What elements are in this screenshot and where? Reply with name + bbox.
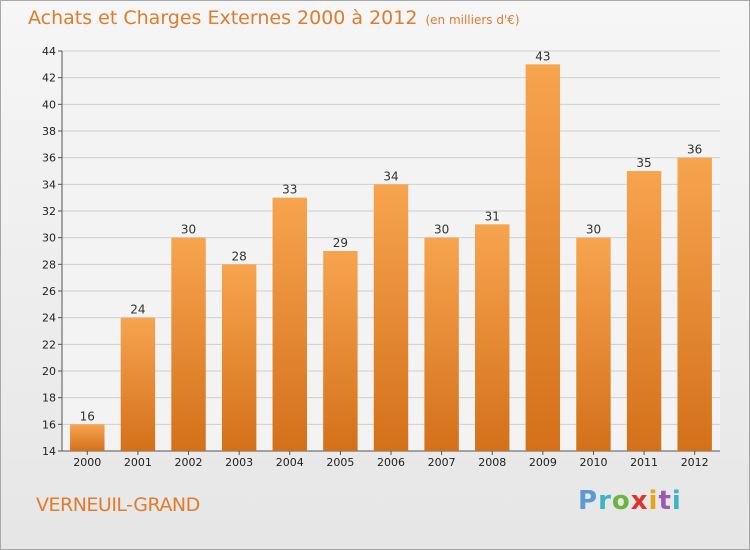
y-tick-label: 38 xyxy=(42,125,56,138)
logo-letter: r xyxy=(598,486,612,516)
y-tick-label: 24 xyxy=(42,312,56,325)
labels: 16 24 30 28 33 29 34 30 31 43 30 35 36 xyxy=(80,49,703,423)
chart-title-text: Achats et Charges Externes 2000 à 2012 xyxy=(28,7,418,29)
x-tick-label: 2008 xyxy=(478,456,506,469)
x-tick-label: 2003 xyxy=(225,456,253,469)
y-tick-label: 22 xyxy=(42,338,56,351)
y-tick-label: 36 xyxy=(42,152,56,165)
x-tick-label: 2005 xyxy=(326,456,354,469)
data-label: 31 xyxy=(485,209,500,223)
y-tick-label: 26 xyxy=(42,285,56,298)
y-tick-label: 18 xyxy=(42,392,56,405)
x-tick-label: 2000 xyxy=(73,456,101,469)
bar-2011 xyxy=(626,171,662,451)
logo-letter: t xyxy=(658,486,672,516)
data-label: 16 xyxy=(80,409,95,423)
y-tick-label: 30 xyxy=(42,232,56,245)
x-tick-label: 2010 xyxy=(579,456,607,469)
bar-2003 xyxy=(221,264,257,451)
x-tick-label: 2012 xyxy=(681,456,709,469)
bar-2007 xyxy=(424,237,459,451)
data-label: 43 xyxy=(535,49,550,63)
y-tick-label: 16 xyxy=(42,418,56,431)
data-label: 35 xyxy=(636,156,651,170)
bar-2008 xyxy=(475,224,510,451)
data-label: 30 xyxy=(181,223,196,237)
x-tick-label: 2006 xyxy=(377,456,405,469)
logo-letter: P xyxy=(578,486,599,516)
bar-2004 xyxy=(272,197,307,451)
x-tick-label: 2004 xyxy=(276,456,304,469)
bar-2012 xyxy=(677,157,712,451)
data-label: 29 xyxy=(333,236,348,250)
data-label: 28 xyxy=(232,249,247,263)
y-tick-label: 28 xyxy=(42,258,56,271)
data-label: 30 xyxy=(434,223,449,237)
bar-2009 xyxy=(525,64,561,451)
bar-2005 xyxy=(323,251,358,451)
chart-title: Achats et Charges Externes 2000 à 2012 (e… xyxy=(28,7,520,29)
x-tick-label: 2009 xyxy=(529,456,557,469)
y-tick-label: 42 xyxy=(42,72,56,85)
x-tick-label: 2002 xyxy=(175,456,203,469)
logo-letter: i xyxy=(671,486,682,516)
bar-2001 xyxy=(120,317,156,451)
y-tick-label: 44 xyxy=(42,45,56,58)
y-tick-label: 32 xyxy=(42,205,56,218)
logo-letter: i xyxy=(648,486,659,516)
logo-letter: x xyxy=(630,486,649,516)
x-tick-label: 2011 xyxy=(630,456,658,469)
y-tick-label: 40 xyxy=(42,98,56,111)
y-tick-label: 14 xyxy=(42,445,56,458)
bars xyxy=(70,64,712,452)
chart-unit-note: (en milliers d'€) xyxy=(425,13,520,27)
data-label: 34 xyxy=(383,169,398,183)
bar-2010 xyxy=(576,237,611,451)
x-tick-label: 2007 xyxy=(428,456,456,469)
y-tick-label: 20 xyxy=(42,365,56,378)
bar-2002 xyxy=(171,237,206,451)
y-tick-label: 34 xyxy=(42,178,56,191)
data-label: 24 xyxy=(130,303,145,317)
data-label: 36 xyxy=(687,143,702,157)
data-label: 30 xyxy=(586,223,601,237)
data-label: 33 xyxy=(282,183,297,197)
x-tick-label: 2001 xyxy=(124,456,152,469)
logo-letter: o xyxy=(611,486,631,516)
bar-2006 xyxy=(373,184,409,452)
proxiti-logo: Proxiti xyxy=(578,486,682,516)
commune-name: VERNEUIL-GRAND xyxy=(36,494,200,516)
bar-2000 xyxy=(70,424,105,451)
